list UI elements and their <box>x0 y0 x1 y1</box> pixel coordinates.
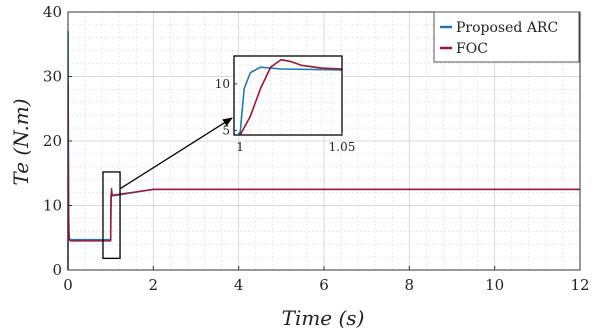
y-tick-label: 0 <box>52 261 62 279</box>
y-axis-label: Te (N.m) <box>9 98 33 185</box>
x-tick-label: 8 <box>405 276 415 294</box>
series-line-foc <box>67 82 580 271</box>
x-tick-label: 6 <box>319 276 329 294</box>
zoom-box <box>102 171 121 260</box>
y-tick-label: 40 <box>43 3 62 21</box>
zoom-arrow <box>119 117 233 190</box>
inset-y-tick-label: 5 <box>222 123 230 137</box>
y-tick-label: 10 <box>43 197 62 215</box>
legend: Proposed ARC FOC <box>433 11 580 63</box>
inset-frame <box>233 55 343 136</box>
inset-x-tick-label: 1 <box>236 140 244 154</box>
inset-zoom-chart: 1 1.05 5 10 <box>215 55 356 154</box>
y-tick-label: 30 <box>43 68 62 86</box>
x-tick-label: 2 <box>149 276 159 294</box>
x-tick-label: 4 <box>234 276 244 294</box>
x-tick-label: 0 <box>63 276 73 294</box>
legend-label-foc: FOC <box>456 41 488 57</box>
legend-label-proposed-arc: Proposed ARC <box>456 20 558 36</box>
y-tick-label: 20 <box>43 132 62 150</box>
x-tick-label: 10 <box>485 276 504 294</box>
x-tick-label: 12 <box>570 276 589 294</box>
axis-ticks: 0 2 4 6 8 10 12 0 10 20 30 40 <box>43 3 590 294</box>
x-axis-label: Time (s) <box>282 306 365 330</box>
zoom-region <box>102 117 233 260</box>
inset-line-foc <box>238 58 342 135</box>
inset-x-tick-label: 1.05 <box>329 140 356 154</box>
inset-y-tick-label: 10 <box>215 77 230 91</box>
legend-box <box>433 11 580 63</box>
